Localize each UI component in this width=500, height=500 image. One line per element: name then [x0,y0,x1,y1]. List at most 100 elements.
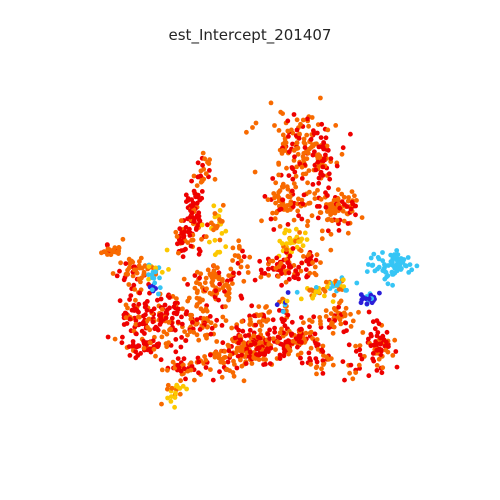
data-point [333,123,339,128]
data-point [301,136,307,142]
data-point [238,337,244,343]
data-point [289,188,295,194]
data-point [270,176,276,181]
data-point [158,296,164,302]
data-point [344,204,350,209]
data-point [288,331,294,337]
data-point [318,318,323,324]
data-point [291,158,297,163]
data-point [335,196,341,202]
data-point [292,154,297,160]
data-point [307,270,313,276]
data-point [130,342,136,348]
data-point [307,330,313,336]
data-point [157,313,162,318]
data-point [123,261,129,266]
data-point [165,367,170,373]
data-point [173,229,179,235]
data-point [298,296,304,302]
data-point [330,330,336,336]
data-point [157,285,163,291]
data-point [334,218,340,223]
data-point [183,338,189,343]
data-point [385,263,391,268]
data-point [353,212,358,218]
data-point [180,306,185,312]
data-point [340,145,346,151]
data-point [185,240,191,246]
data-point [312,264,318,270]
data-point [126,265,132,271]
data-point [166,340,171,346]
data-point [314,252,320,258]
data-point [398,267,404,272]
data-point [178,218,184,224]
data-point [169,385,175,391]
data-point [324,217,330,223]
data-point [286,149,292,155]
data-point [174,296,179,301]
data-point [354,280,360,286]
data-point [121,277,127,283]
data-point [215,265,220,271]
data-point [409,267,415,273]
data-point [173,390,178,396]
data-point [274,210,279,216]
data-point [295,151,301,157]
data-point [175,241,180,247]
data-point [272,329,278,335]
data-point [376,356,382,362]
data-point [279,326,284,332]
data-point [327,176,333,182]
data-point [308,345,314,351]
data-point [363,296,369,302]
data-point [379,370,385,376]
data-point [225,342,231,348]
data-point [380,250,385,255]
data-point [256,345,262,351]
data-point [276,172,282,178]
data-point [151,275,157,281]
data-point [224,367,230,372]
data-point [175,319,181,325]
data-point [323,135,329,141]
data-point [375,266,380,272]
data-point [181,356,187,362]
data-point [125,271,130,277]
data-point [223,228,229,234]
data-point [287,253,293,259]
data-point [159,334,165,340]
data-point [299,176,305,181]
data-point [241,278,247,284]
data-point [217,237,223,243]
data-point [141,345,147,351]
data-point [152,280,158,286]
data-point [212,237,218,243]
data-point [262,194,268,199]
data-point [314,364,320,370]
data-point [325,127,331,133]
data-point [274,255,280,261]
data-point [285,128,291,134]
data-point [244,129,249,135]
data-point [342,377,347,383]
data-point [228,266,234,272]
data-point [273,347,278,352]
data-point [165,395,171,401]
data-point [321,156,327,162]
data-point [208,320,214,326]
data-point [336,286,342,292]
data-point [305,180,310,186]
data-point [166,320,172,325]
data-point [298,355,303,361]
data-point [306,123,311,129]
data-point [238,264,244,270]
data-point [319,347,325,353]
data-point [266,266,271,272]
data-point [299,164,305,170]
data-point [195,192,201,198]
data-point [310,260,315,266]
data-point [328,247,334,253]
data-point [304,132,310,138]
data-point [366,309,372,315]
